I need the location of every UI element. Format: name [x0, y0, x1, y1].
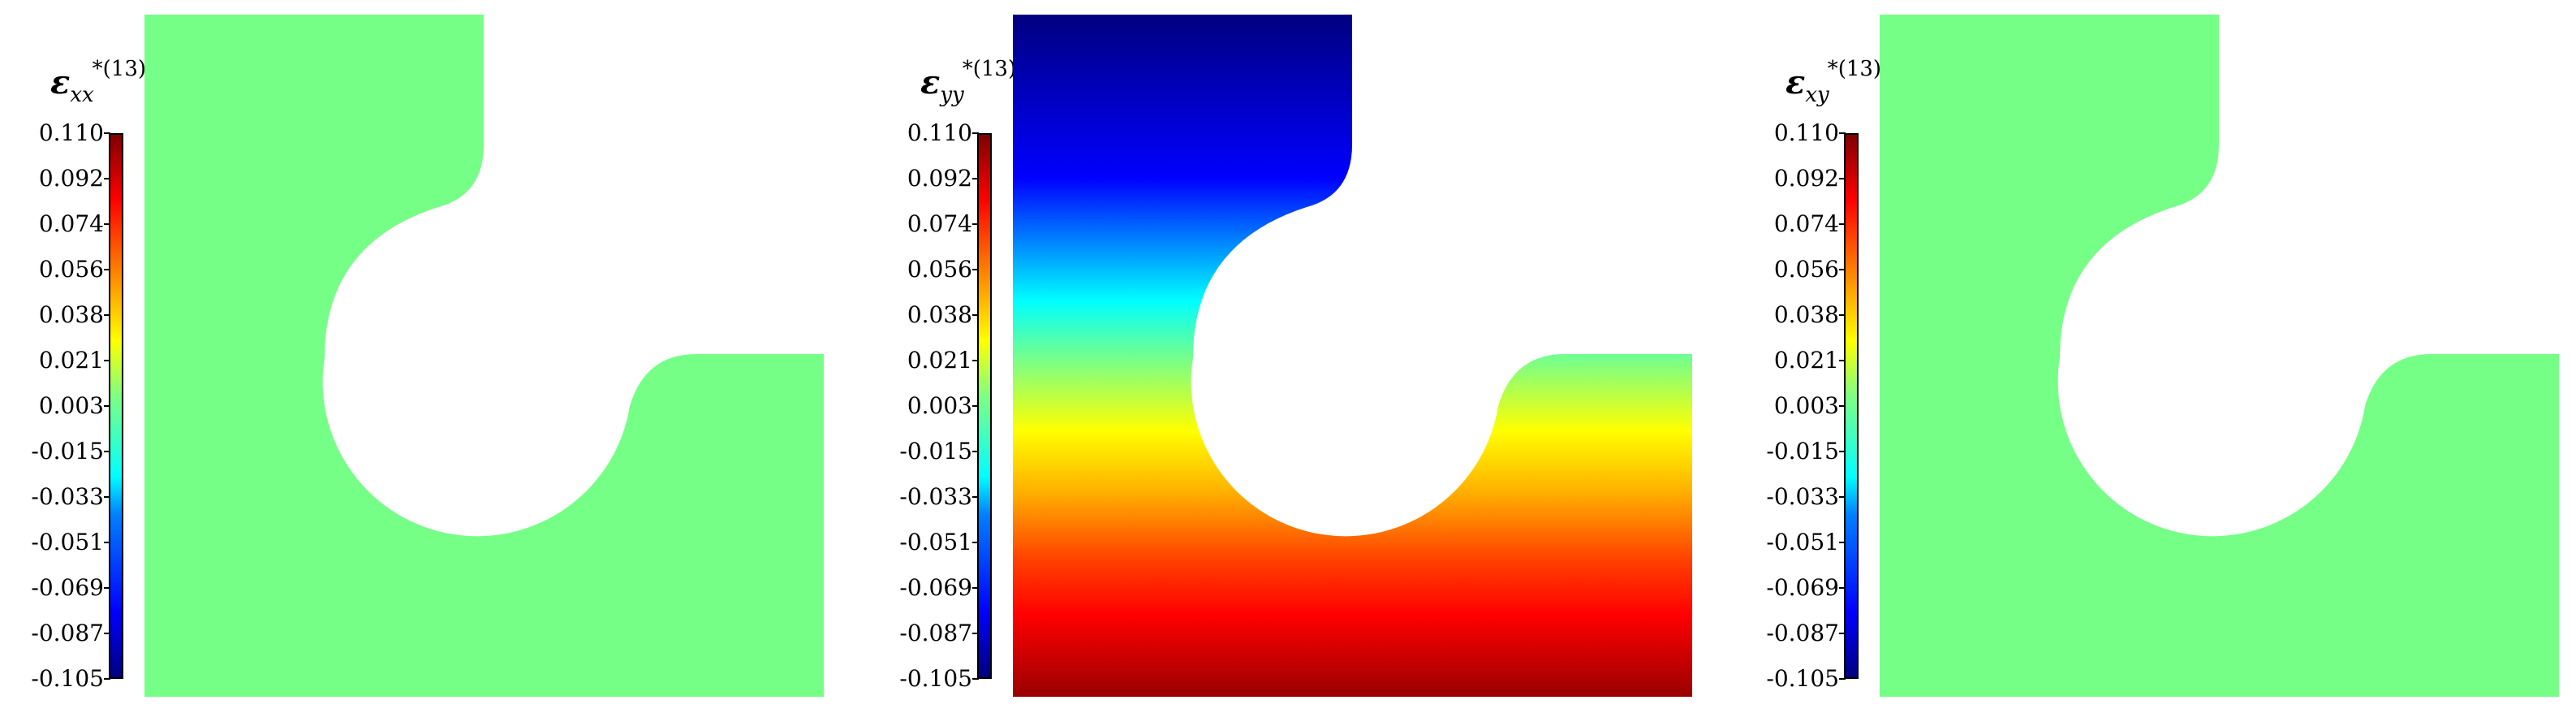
colorbar-tick-mark — [104, 223, 110, 225]
colorbar-tick-label: 0.074 — [38, 210, 104, 237]
colorbar-tick-mark — [972, 542, 979, 543]
colorbar-tick-label: 0.110 — [1773, 119, 1839, 146]
strain-field-shape — [1013, 15, 1692, 697]
colorbar-tick-mark — [972, 223, 979, 225]
colorbar-tick-label: 0.092 — [907, 165, 972, 192]
colorbar-tick-label: -0.051 — [31, 529, 104, 555]
colorbar-tick-mark — [104, 587, 110, 589]
colorbar-title: εyy*(13) — [920, 57, 1017, 107]
colorbar-tick-mark — [104, 451, 110, 452]
colorbar-tick-mark — [1839, 178, 1846, 179]
colorbar-tick-mark — [972, 178, 979, 179]
strain-panel-xy: εxy*(13) 0.110 0.092 0.074 0.056 0.038 0.021 0… — [1717, 0, 2576, 713]
colorbar-tick-label: 0.021 — [907, 347, 972, 374]
colorbar-tick-mark — [104, 496, 110, 498]
colorbar-tick-mark — [1839, 405, 1846, 407]
colorbar-tick-mark — [972, 678, 979, 680]
colorbar-tick-mark — [972, 269, 979, 270]
colorbar-tick-label: -0.069 — [899, 574, 972, 601]
colorbar-tick-label: -0.087 — [899, 620, 972, 646]
colorbar-tick-label: 0.003 — [1773, 392, 1839, 419]
colorbar-tick-label: 0.056 — [38, 256, 104, 283]
colorbar-tick-mark — [1839, 496, 1846, 498]
colorbar-tick-label: -0.069 — [1766, 574, 1839, 601]
colorbar-tick-mark — [104, 132, 110, 134]
colorbar-tick-mark — [972, 451, 979, 452]
colorbar-tick-label: 0.003 — [907, 392, 972, 419]
colorbar-tick-mark — [104, 542, 110, 543]
colorbar-tick-label: 0.110 — [38, 119, 104, 146]
colorbar-tick-mark — [1839, 223, 1846, 225]
colorbar-tick-label: -0.051 — [899, 529, 972, 555]
colorbar-tick-mark — [972, 496, 979, 498]
colorbar-tick-label: -0.051 — [1766, 529, 1839, 555]
colorbar-tick-label: -0.033 — [899, 483, 972, 510]
colorbar-tick-mark — [1839, 314, 1846, 316]
colorbar-tick-label: -0.105 — [1766, 665, 1839, 692]
colorbar-tick-label: -0.015 — [31, 438, 104, 465]
colorbar-tick-label: -0.105 — [899, 665, 972, 692]
colorbar-tick-mark — [1839, 587, 1846, 589]
colorbar-tick-label: -0.087 — [1766, 620, 1839, 646]
colorbar-tick-label: -0.015 — [1766, 438, 1839, 465]
strain-panel-yy: εyy*(13) 0.110 0.092 0.074 0.056 0.038 0.021 0… — [859, 0, 1717, 713]
colorbar-tick-mark — [104, 269, 110, 270]
colorbar-tick-mark — [972, 405, 979, 407]
colorbar-tick-mark — [1839, 269, 1846, 270]
colorbar-tick-mark — [1839, 132, 1846, 134]
colorbar-tick-mark — [104, 405, 110, 407]
colorbar-tick-label: -0.105 — [31, 665, 104, 692]
colorbar-tick-label: -0.069 — [31, 574, 104, 601]
strain-field-shape — [144, 15, 824, 697]
colorbar-tick-label: -0.033 — [1766, 483, 1839, 510]
colorbar-tick-label: 0.074 — [1773, 210, 1839, 237]
strain-panel-xx: εxx*(13) 0.110 0.092 0.074 0.056 0.038 0.021 0… — [0, 0, 859, 713]
colorbar-tick-mark — [1839, 542, 1846, 543]
colorbar-tick-label: 0.021 — [1773, 347, 1839, 374]
colorbar-tick-label: 0.038 — [38, 301, 104, 328]
colorbar-tick-mark — [104, 633, 110, 634]
colorbar-tick-label: 0.110 — [907, 119, 972, 146]
colorbar-tick-label: -0.087 — [31, 620, 104, 646]
colorbar-tick-mark — [972, 314, 979, 316]
colorbar-tick-mark — [972, 360, 979, 361]
colorbar-tick-mark — [104, 360, 110, 361]
strain-field-shape — [1880, 15, 2559, 697]
colorbar-tick-label: 0.003 — [38, 392, 104, 419]
colorbar-tick-label: 0.074 — [907, 210, 972, 237]
colorbar-tick-mark — [1839, 451, 1846, 452]
colorbar-tick-mark — [972, 587, 979, 589]
colorbar-tick-mark — [1839, 360, 1846, 361]
colorbar-tick-mark — [1839, 678, 1846, 680]
colorbar-tick-label: -0.015 — [899, 438, 972, 465]
colorbar-tick-mark — [104, 678, 110, 680]
colorbar-tick-label: 0.038 — [1773, 301, 1839, 328]
colorbar-title: εxx*(13) — [50, 57, 147, 107]
colorbar-tick-mark — [972, 633, 979, 634]
colorbar-tick-label: -0.033 — [31, 483, 104, 510]
colorbar-tick-label: 0.021 — [38, 347, 104, 374]
colorbar-tick-mark — [104, 178, 110, 179]
colorbar-tick-mark — [1839, 633, 1846, 634]
colorbar-tick-mark — [104, 314, 110, 316]
colorbar-tick-label: 0.038 — [907, 301, 972, 328]
colorbar-tick-label: 0.092 — [38, 165, 104, 192]
colorbar-tick-label: 0.092 — [1773, 165, 1839, 192]
colorbar-tick-label: 0.056 — [1773, 256, 1839, 283]
colorbar-title: εxy*(13) — [1786, 57, 1882, 107]
colorbar-tick-label: 0.056 — [907, 256, 972, 283]
colorbar-tick-mark — [972, 132, 979, 134]
